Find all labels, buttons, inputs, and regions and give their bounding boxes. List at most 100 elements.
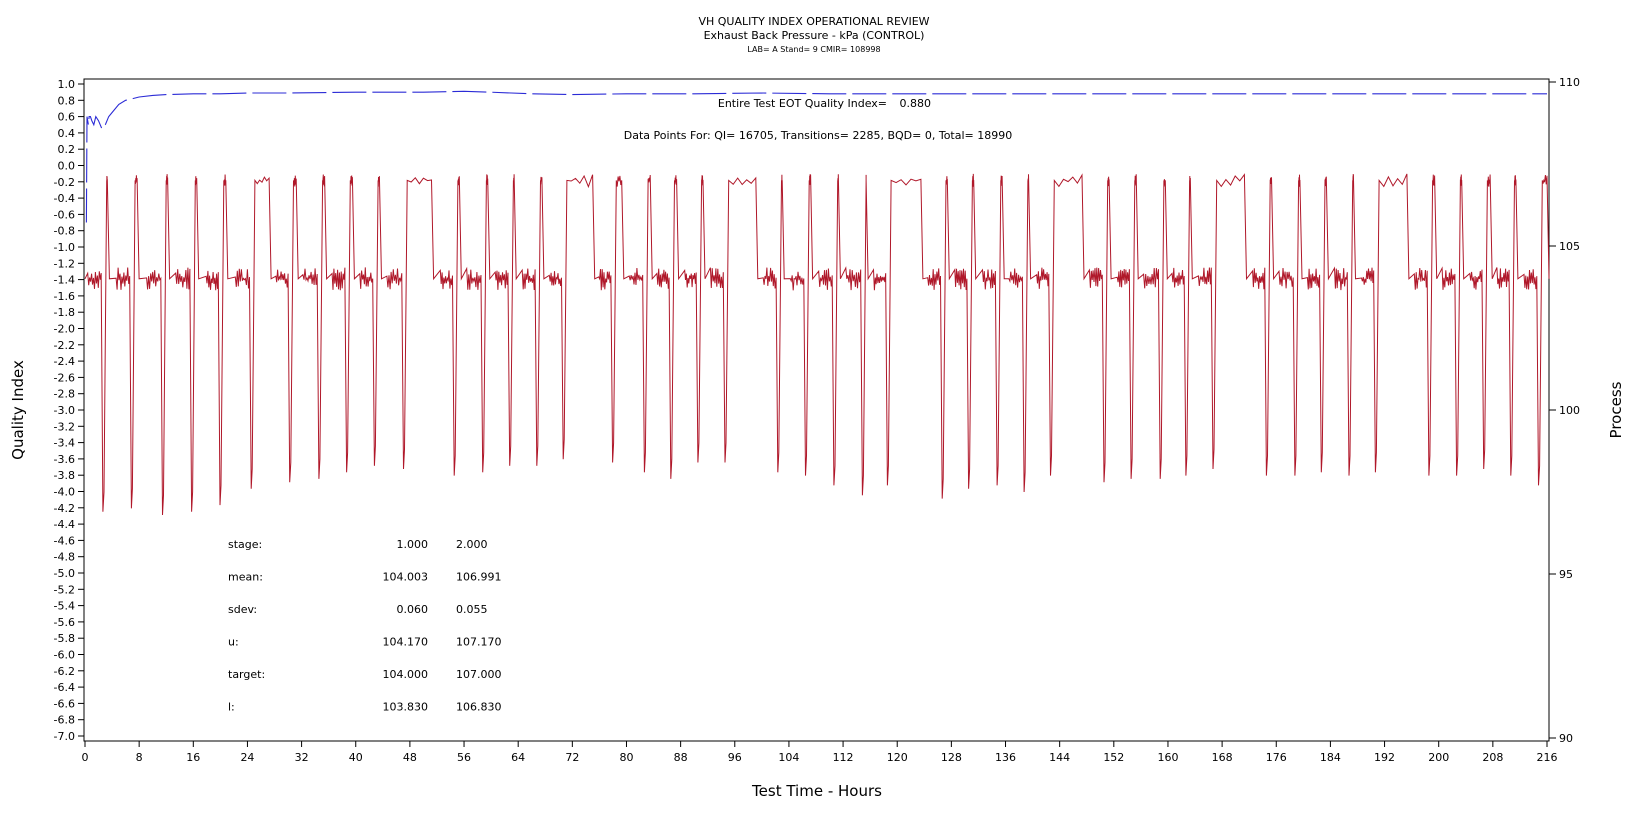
y-tick-label: 0.0 [58, 160, 76, 173]
y-tick-label: 0.2 [58, 143, 76, 156]
stats-label: mean: [228, 571, 263, 584]
stats-label: l: [228, 701, 235, 714]
stats-stage1-value: 1.000 [397, 538, 429, 551]
y-tick-label: -3.2 [54, 420, 75, 433]
x-tick-label: 80 [619, 751, 633, 764]
stats-label: target: [228, 668, 265, 681]
y-tick-label: -3.6 [54, 453, 75, 466]
stats-stage1-value: 104.000 [383, 668, 429, 681]
x-tick-label: 16 [186, 751, 200, 764]
x-tick-label: 136 [995, 751, 1016, 764]
y-tick-label: -2.2 [54, 339, 75, 352]
x-tick-label: 216 [1537, 751, 1558, 764]
y2-tick-label: 100 [1559, 404, 1580, 417]
y-tick-label: -4.0 [54, 486, 75, 499]
stats-stage2-value: 0.055 [456, 603, 488, 616]
y-tick-label: -2.4 [54, 355, 75, 368]
x-tick-label: 24 [240, 751, 254, 764]
quality-index-line [85, 90, 1547, 223]
y-tick-label: -3.4 [54, 437, 75, 450]
stats-label: sdev: [228, 603, 257, 616]
y-tick-label: -0.8 [54, 225, 75, 238]
chart-title: VH QUALITY INDEX OPERATIONAL REVIEW [698, 15, 929, 28]
x-tick-label: 72 [565, 751, 579, 764]
run-info: LAB= A Stand= 9 CMIR= 108998 [747, 45, 880, 54]
y-tick-label: -1.0 [54, 241, 75, 254]
x-tick-label: 160 [1157, 751, 1178, 764]
y-tick-label: -1.4 [54, 274, 75, 287]
x-tick-label: 40 [349, 751, 363, 764]
data-points-summary: Data Points For: QI= 16705, Transitions=… [624, 129, 1013, 142]
stats-stage2-value: 107.170 [456, 636, 502, 649]
x-tick-label: 48 [403, 751, 417, 764]
x-tick-label: 128 [941, 751, 962, 764]
y-tick-label: -2.8 [54, 388, 75, 401]
x-tick-label: 56 [457, 751, 471, 764]
y-tick-label: -2.0 [54, 323, 75, 336]
y-tick-label: -5.6 [54, 616, 75, 629]
stats-stage1-value: 104.003 [383, 571, 429, 584]
eot-quality-value: 0.880 [900, 97, 932, 110]
x-tick-label: 208 [1482, 751, 1503, 764]
x-tick-label: 152 [1103, 751, 1124, 764]
x-tick-label: 144 [1049, 751, 1070, 764]
x-tick-label: 176 [1266, 751, 1287, 764]
y-tick-label: -1.2 [54, 257, 75, 270]
y-tick-label: 0.4 [58, 127, 76, 140]
y-tick-label: -0.6 [54, 208, 75, 221]
y-axis-title: Quality Index [9, 360, 27, 460]
x-tick-label: 184 [1320, 751, 1341, 764]
quality-index-series [85, 90, 1547, 223]
y-tick-label: -6.6 [54, 697, 75, 710]
y-tick-label: -6.8 [54, 714, 75, 727]
y-tick-label: -4.8 [54, 551, 75, 564]
y-tick-label: 1.0 [58, 78, 76, 91]
stats-label: u: [228, 636, 239, 649]
x-tick-label: 96 [728, 751, 742, 764]
y-tick-label: -5.8 [54, 632, 75, 645]
stats-stage2-value: 106.830 [456, 701, 502, 714]
x-tick-label: 168 [1212, 751, 1233, 764]
x-tick-label: 0 [82, 751, 89, 764]
x-tick-label: 88 [674, 751, 688, 764]
y2-tick-label: 90 [1559, 732, 1573, 745]
y-tick-label: -1.8 [54, 306, 75, 319]
y-tick-label: -5.2 [54, 583, 75, 596]
y-tick-label: -4.4 [54, 518, 75, 531]
stats-table: stage: 1.000 2.000 mean: 104.003 106.991 sdev:… [228, 538, 502, 714]
y-tick-label: -6.0 [54, 649, 75, 662]
y2-tick-label: 95 [1559, 568, 1573, 581]
y2-axis-ticks: 110 105 100 95 90 [1549, 76, 1580, 745]
x-axis-title: Test Time - Hours [751, 782, 882, 800]
y2-axis-title: Process [1607, 381, 1625, 438]
y-tick-label: -1.6 [54, 290, 75, 303]
stats-stage2-value: 107.000 [456, 668, 502, 681]
x-tick-label: 112 [833, 751, 854, 764]
stats-stage1-value: 103.830 [383, 701, 429, 714]
stats-stage2-value: 2.000 [456, 538, 488, 551]
y2-tick-label: 110 [1559, 76, 1580, 89]
x-tick-label: 192 [1374, 751, 1395, 764]
y-tick-label: -6.4 [54, 681, 75, 694]
y-tick-label: -0.4 [54, 192, 75, 205]
x-tick-label: 32 [295, 751, 309, 764]
process-series [84, 173, 1550, 516]
x-axis-ticks: 0 8 16 24 32 40 48 56 64 72 80 88 96 104 112 120 128 136 1… [82, 741, 1558, 764]
y-tick-label: -4.2 [54, 502, 75, 515]
x-tick-label: 200 [1428, 751, 1449, 764]
y-tick-label: -2.6 [54, 371, 75, 384]
process-line [84, 173, 1550, 516]
y-tick-label: -6.2 [54, 665, 75, 678]
y-tick-label: 0.8 [58, 94, 76, 107]
y2-tick-label: 105 [1559, 240, 1580, 253]
y-tick-label: -3.8 [54, 469, 75, 482]
x-tick-label: 104 [778, 751, 799, 764]
stats-stage1-value: 0.060 [397, 603, 429, 616]
chart-subtitle: Exhaust Back Pressure - kPa (CONTROL) [704, 29, 925, 42]
y-tick-label: -4.6 [54, 534, 75, 547]
stats-stage1-value: 104.170 [383, 636, 429, 649]
y-axis-ticks: 1.0 0.8 0.6 0.4 0.2 0.0 -0.2 -0.4 -0.6 -0.8 -1.0 -1… [54, 78, 84, 743]
stats-stage2-value: 106.991 [456, 571, 502, 584]
eot-quality-label: Entire Test EOT Quality Index= [718, 97, 887, 110]
